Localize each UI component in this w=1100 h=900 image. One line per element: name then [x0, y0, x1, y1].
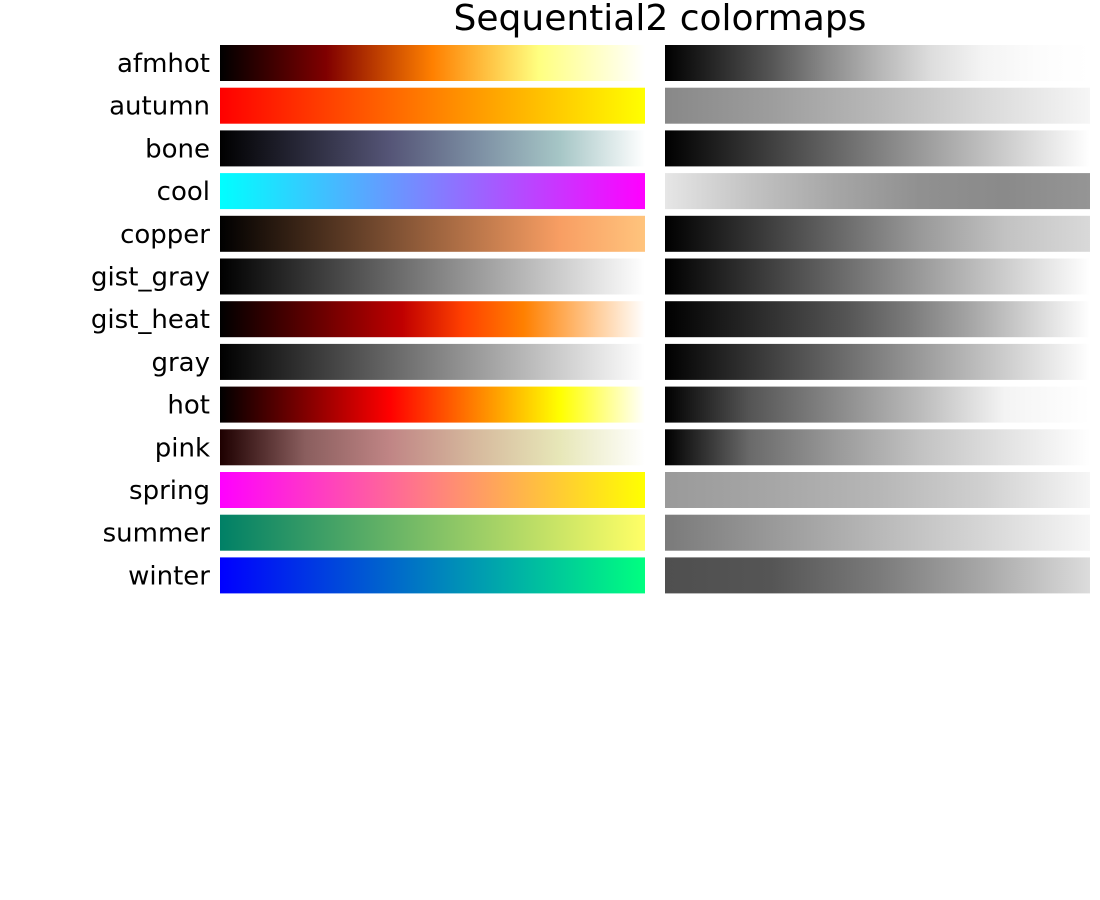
colormap-label: winter [128, 561, 210, 591]
colormap-row-afmhot: afmhot [117, 45, 1090, 81]
colormap-row-copper: copper [120, 215, 1090, 252]
lightness-strip [665, 301, 1090, 338]
colormap-row-gist_heat: gist_heat [91, 301, 1090, 338]
color-strip [220, 87, 645, 124]
colormap-label: gist_gray [91, 263, 210, 293]
colormap-row-winter: winter [128, 557, 1090, 594]
colormap-label: gray [151, 348, 210, 378]
colormap-label: spring [129, 476, 210, 506]
colormap-row-pink: pink [155, 429, 1090, 466]
lightness-strip [665, 429, 1090, 466]
color-strip [220, 557, 645, 594]
colormap-row-autumn: autumn [109, 87, 1090, 124]
lightness-strip [665, 557, 1090, 594]
lightness-strip [665, 173, 1090, 210]
lightness-strip [665, 215, 1090, 252]
color-strip [220, 173, 645, 210]
color-strip [220, 386, 645, 423]
lightness-strip [665, 514, 1090, 551]
colormap-label: copper [120, 220, 210, 250]
colormap-row-gist_gray: gist_gray [91, 258, 1090, 295]
lightness-strip [665, 130, 1090, 167]
colormap-label: summer [103, 519, 211, 549]
colormap-label: pink [155, 433, 210, 463]
colormap-row-gray: gray [151, 343, 1090, 380]
color-strip [220, 45, 645, 81]
color-strip [220, 130, 645, 167]
lightness-strip [665, 472, 1090, 508]
colormap-label: afmhot [117, 49, 210, 79]
lightness-strip [665, 87, 1090, 124]
colormap-row-spring: spring [129, 472, 1090, 508]
colormap-row-hot: hot [167, 386, 1090, 423]
lightness-strip [665, 45, 1090, 81]
colormap-rows: afmhot autumn bone cool copper gist_gray gist_… [91, 45, 1090, 594]
lightness-strip [665, 386, 1090, 423]
color-strip [220, 258, 645, 295]
color-strip [220, 472, 645, 508]
color-strip [220, 429, 645, 466]
colormap-label: gist_heat [91, 305, 210, 335]
colormap-label: hot [167, 391, 210, 421]
colormap-row-bone: bone [145, 130, 1090, 167]
color-strip [220, 301, 645, 338]
colormap-label: autumn [109, 92, 210, 122]
colormap-row-summer: summer [103, 514, 1090, 551]
color-strip [220, 343, 645, 380]
chart-title: Sequential2 colormaps [454, 0, 867, 39]
colormap-label: cool [157, 177, 210, 207]
colormap-label: bone [145, 134, 210, 164]
color-strip [220, 514, 645, 551]
lightness-strip [665, 258, 1090, 295]
lightness-strip [665, 343, 1090, 380]
color-strip [220, 215, 645, 252]
colormap-row-cool: cool [157, 173, 1090, 210]
